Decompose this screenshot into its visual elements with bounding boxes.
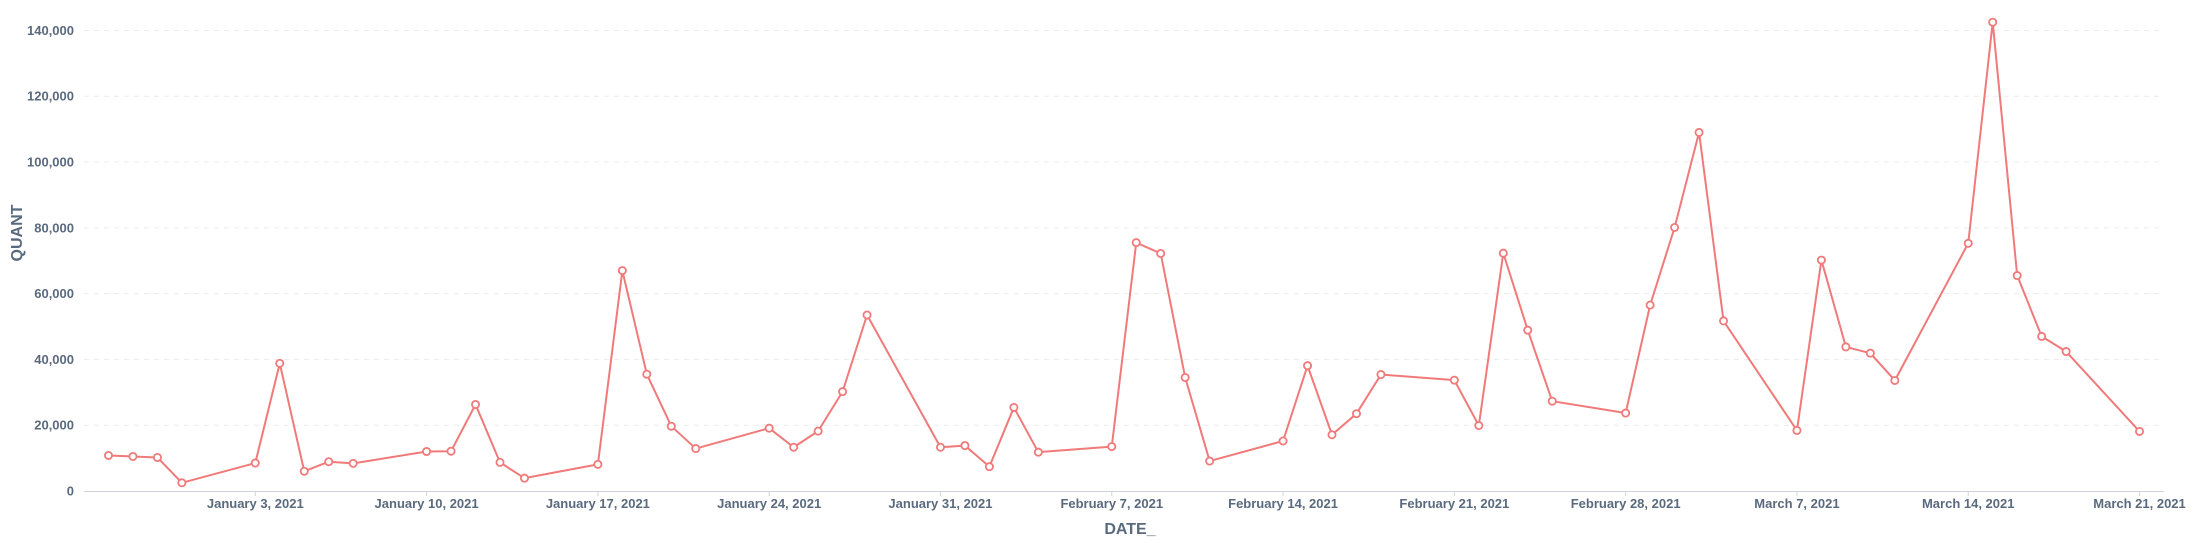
x-tick-label: March 21, 2021 — [2093, 496, 2186, 511]
y-tick-label: 140,000 — [27, 23, 74, 38]
x-tick-label: February 14, 2021 — [1228, 496, 1338, 511]
data-point[interactable] — [935, 442, 945, 452]
data-point[interactable] — [1841, 342, 1851, 352]
x-tick-label: January 24, 2021 — [717, 496, 821, 511]
data-point[interactable] — [1523, 325, 1533, 335]
x-tick-label: January 31, 2021 — [888, 496, 992, 511]
data-point[interactable] — [1865, 348, 1875, 358]
data-point[interactable] — [348, 458, 358, 468]
data-point[interactable] — [1278, 436, 1288, 446]
grid-layer — [84, 29, 2164, 426]
data-point[interactable] — [471, 399, 481, 409]
data-point[interactable] — [177, 478, 187, 488]
data-point[interactable] — [2135, 426, 2145, 436]
data-point[interactable] — [617, 266, 627, 276]
points-layer — [103, 17, 2145, 488]
data-point[interactable] — [813, 426, 823, 436]
data-point[interactable] — [1131, 238, 1141, 248]
x-tick-label: February 7, 2021 — [1060, 496, 1163, 511]
data-point[interactable] — [1351, 409, 1361, 419]
data-point[interactable] — [1670, 222, 1680, 232]
data-point[interactable] — [152, 452, 162, 462]
data-point[interactable] — [1988, 17, 1998, 27]
y-tick-label: 120,000 — [27, 89, 74, 104]
y-tick-label: 80,000 — [34, 220, 74, 235]
data-point[interactable] — [495, 457, 505, 467]
data-point[interactable] — [1963, 238, 1973, 248]
x-axis-title: DATE_ — [1104, 521, 1156, 538]
data-point[interactable] — [984, 462, 994, 472]
data-point[interactable] — [422, 447, 432, 457]
data-point[interactable] — [960, 441, 970, 451]
data-point[interactable] — [2037, 331, 2047, 341]
y-tick-label: 0 — [67, 484, 74, 499]
data-point[interactable] — [2012, 271, 2022, 281]
data-point[interactable] — [1694, 127, 1704, 137]
y-axis-title: QUANT — [9, 204, 26, 261]
data-point[interactable] — [250, 458, 260, 468]
data-point[interactable] — [691, 444, 701, 454]
data-point[interactable] — [1792, 425, 1802, 435]
y-tick-label: 100,000 — [27, 155, 74, 170]
x-tick-label: March 14, 2021 — [1922, 496, 2015, 511]
data-point[interactable] — [789, 442, 799, 452]
y-tick-label: 40,000 — [34, 352, 74, 367]
y-tick-label: 60,000 — [34, 286, 74, 301]
data-point[interactable] — [275, 358, 285, 368]
series-line — [108, 21, 2141, 484]
x-tick-label: January 3, 2021 — [207, 496, 304, 511]
data-point[interactable] — [1327, 430, 1337, 440]
data-point[interactable] — [1303, 361, 1313, 371]
data-point[interactable] — [128, 451, 138, 461]
data-point[interactable] — [593, 459, 603, 469]
data-point[interactable] — [1376, 370, 1386, 380]
data-point[interactable] — [446, 446, 456, 456]
y-tick-label: 20,000 — [34, 418, 74, 433]
x-tick-label: January 10, 2021 — [375, 496, 479, 511]
x-tick-label: March 7, 2021 — [1754, 496, 1839, 511]
x-tick-label: February 28, 2021 — [1571, 496, 1681, 511]
data-point[interactable] — [1180, 373, 1190, 383]
data-point[interactable] — [1449, 375, 1459, 385]
data-point[interactable] — [642, 369, 652, 379]
data-point[interactable] — [862, 310, 872, 320]
x-tick-label: January 17, 2021 — [546, 496, 650, 511]
data-point[interactable] — [1033, 447, 1043, 457]
axis-layer: 0 20,000 40,000 60,000 80,000 100,000 120,000 1… — [27, 23, 2186, 511]
data-point[interactable] — [1719, 316, 1729, 326]
data-point[interactable] — [103, 450, 113, 460]
data-point[interactable] — [1816, 255, 1826, 265]
data-point[interactable] — [838, 387, 848, 397]
data-point[interactable] — [2061, 347, 2071, 357]
data-point[interactable] — [1645, 300, 1655, 310]
data-point[interactable] — [666, 421, 676, 431]
data-point[interactable] — [324, 457, 334, 467]
data-point[interactable] — [1474, 421, 1484, 431]
data-point[interactable] — [1205, 456, 1215, 466]
series-layer — [108, 21, 2141, 484]
data-point[interactable] — [1009, 402, 1019, 412]
data-point[interactable] — [299, 466, 309, 476]
data-point[interactable] — [1890, 375, 1900, 385]
data-point[interactable] — [1547, 396, 1557, 406]
data-point[interactable] — [1156, 248, 1166, 258]
data-point[interactable] — [764, 423, 774, 433]
x-tick-label: February 21, 2021 — [1399, 496, 1509, 511]
data-point[interactable] — [1107, 442, 1117, 452]
data-point[interactable] — [1621, 408, 1631, 418]
data-point[interactable] — [519, 473, 529, 483]
data-point[interactable] — [1498, 248, 1508, 258]
